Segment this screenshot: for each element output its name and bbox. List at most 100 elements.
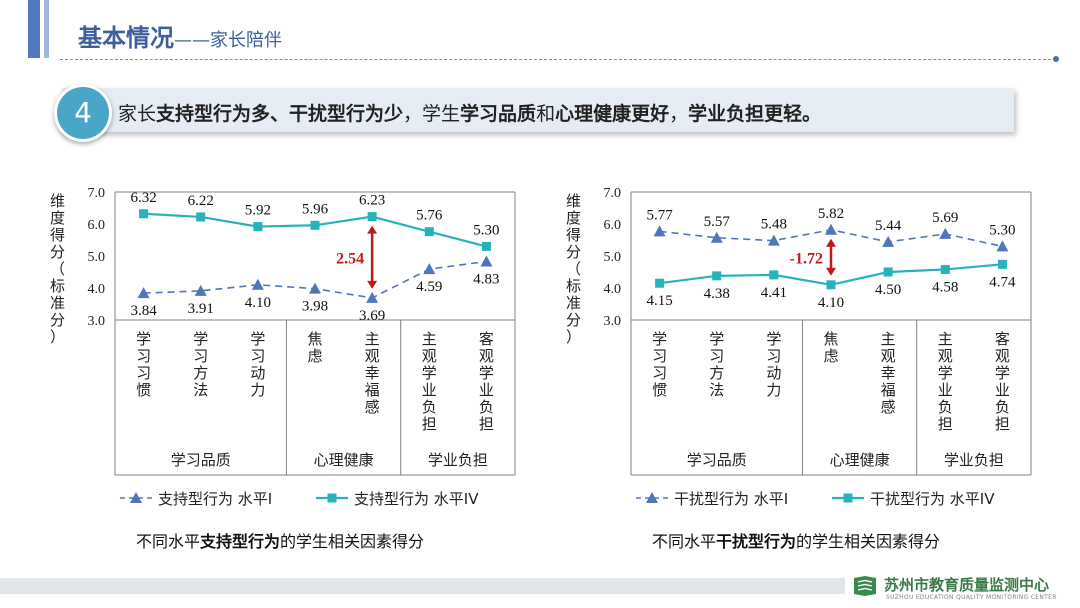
data-label: 6.32	[130, 190, 156, 206]
data-point-square	[769, 270, 779, 280]
banner-segment-3: 学习品质	[460, 103, 537, 125]
caption-segment-0: 不同水平	[652, 532, 717, 551]
category-label: 学习动力	[250, 330, 265, 399]
data-point-square	[826, 280, 836, 290]
category-label: 学习动力	[766, 330, 781, 399]
data-point-triangle	[710, 231, 723, 243]
data-label: 5.92	[245, 203, 271, 219]
legend-marker-square	[843, 493, 853, 503]
data-label: 4.74	[989, 274, 1016, 290]
legend-label-level-1: 干扰型行为 水平I	[674, 490, 788, 508]
data-label: 5.96	[302, 201, 329, 217]
data-point-square	[196, 212, 206, 222]
org-name: 苏州市教育质量监测中心	[884, 576, 1050, 594]
data-point-triangle	[423, 263, 436, 275]
legend-marker-triangle	[646, 492, 658, 503]
banner-segment-2: ，学生	[403, 103, 461, 125]
category-label: 主观幸福感	[365, 330, 380, 416]
data-label: 5.30	[473, 222, 499, 238]
legend-label-level-4: 支持型行为 水平IV	[354, 490, 479, 508]
caption-segment-2: 的学生相关因素得分	[796, 532, 941, 551]
data-point-triangle	[251, 278, 264, 290]
data-point-square	[712, 271, 722, 281]
difference-arrow-head-up	[367, 225, 378, 234]
data-point-triangle	[653, 225, 666, 237]
data-label: 3.84	[130, 303, 157, 319]
key-finding-banner	[62, 88, 1014, 132]
data-point-square	[139, 209, 149, 219]
caption-segment-1: 支持型行为	[200, 532, 281, 551]
difference-label: -1.72	[790, 250, 823, 267]
data-label: 5.69	[932, 210, 958, 226]
chart-interference-behavior: 3.0 4.0 5.0 6.0 7.0 维度得分（标准分） 学习品质 心理健康 学业负担 学习习惯…	[566, 186, 1032, 508]
banner-segment-5: 心理健康更好	[555, 103, 670, 125]
data-point-triangle	[825, 223, 837, 235]
data-label: 5.48	[761, 217, 787, 233]
category-label: 学习方法	[193, 330, 208, 399]
title-sub: ——家长陪伴	[174, 30, 282, 51]
data-label: 3.98	[302, 299, 328, 315]
category-label: 学习方法	[709, 330, 724, 399]
data-point-triangle	[366, 291, 379, 303]
y-tick-label: 5.0	[88, 250, 106, 265]
data-point-triangle	[194, 284, 207, 296]
category-label: 焦虑	[307, 330, 322, 365]
legend-label-level-1: 支持型行为 水平I	[158, 490, 272, 508]
data-label: 4.15	[646, 293, 672, 309]
data-point-triangle	[882, 235, 895, 247]
org-name-en: SUZHOU EDUCATION QUALITY MONITORING CENT…	[886, 594, 1057, 601]
y-axis-title: 维度得分（标准分）	[50, 192, 65, 346]
category-label: 主观学业负担	[422, 330, 437, 433]
caption-interference-chart: 不同水平干扰型行为的学生相关因素得分	[652, 528, 940, 552]
data-label: 4.59	[416, 279, 442, 295]
data-point-square	[310, 220, 320, 230]
category-label: 主观幸福感	[881, 330, 896, 416]
difference-label: 2.54	[336, 250, 364, 267]
key-finding-text: 家长支持型行为多、干扰型行为少，学生学习品质和心理健康更好，学业负担更轻。	[118, 99, 821, 126]
group-label: 心理健康	[314, 451, 374, 469]
accent-bar-light	[44, 0, 49, 58]
group-label: 学习品质	[171, 451, 231, 469]
legend-marker-square	[327, 493, 337, 503]
data-label: 5.57	[704, 214, 731, 230]
category-label: 焦虑	[823, 330, 838, 365]
group-label: 学业负担	[428, 451, 488, 469]
data-point-square	[883, 267, 893, 277]
y-tick-label: 3.0	[88, 314, 106, 329]
difference-arrow-head-down	[826, 267, 836, 276]
data-point-square	[481, 241, 491, 251]
y-axis-title: 维度得分（标准分）	[566, 192, 581, 346]
data-label: 6.22	[188, 193, 214, 209]
data-point-square	[253, 222, 263, 232]
org-logo-icon	[854, 576, 876, 596]
accent-bar	[28, 0, 40, 58]
data-point-square	[367, 212, 377, 222]
y-tick-label: 3.0	[604, 314, 622, 329]
data-point-triangle	[767, 234, 780, 246]
data-point-square	[997, 259, 1007, 269]
data-label: 3.69	[359, 308, 385, 324]
title-divider-dot	[1053, 56, 1059, 62]
chart-support-behavior: 3.0 4.0 5.0 6.0 7.0 维度得分（标准分） 学习品质 心理健康 学业负担 学习习惯…	[50, 186, 516, 508]
caption-segment-2: 的学生相关因素得分	[280, 532, 425, 551]
data-point-triangle	[939, 227, 952, 239]
data-point-triangle	[480, 255, 493, 267]
difference-arrow-head-up	[826, 238, 836, 247]
data-label: 4.58	[932, 279, 958, 295]
data-label: 4.83	[473, 271, 499, 287]
data-label: 4.38	[704, 286, 730, 302]
y-tick-label: 6.0	[604, 218, 622, 233]
category-label: 学习习惯	[136, 330, 151, 399]
legend-label-level-4: 干扰型行为 水平IV	[870, 490, 995, 508]
data-label: 4.50	[875, 282, 901, 298]
y-tick-label: 6.0	[88, 218, 106, 233]
banner-segment-1: 支持型行为多、干扰型行为少	[156, 103, 404, 125]
legend-marker-triangle	[130, 492, 142, 503]
banner-segment-7: 学业负担更轻。	[688, 103, 822, 125]
group-label: 学业负担	[944, 451, 1004, 469]
y-tick-label: 4.0	[88, 282, 106, 297]
category-label: 客观学业负担	[995, 330, 1010, 433]
data-label: 4.41	[761, 285, 787, 301]
data-label: 5.44	[875, 218, 902, 234]
y-tick-label: 4.0	[604, 282, 622, 297]
